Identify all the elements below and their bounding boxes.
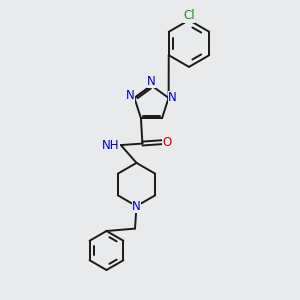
Text: NH: NH [102,139,119,152]
Text: O: O [163,136,172,148]
Text: N: N [132,200,141,213]
Text: N: N [147,75,156,88]
Text: Cl: Cl [183,9,195,22]
Text: N: N [126,89,135,102]
Text: N: N [168,92,177,104]
